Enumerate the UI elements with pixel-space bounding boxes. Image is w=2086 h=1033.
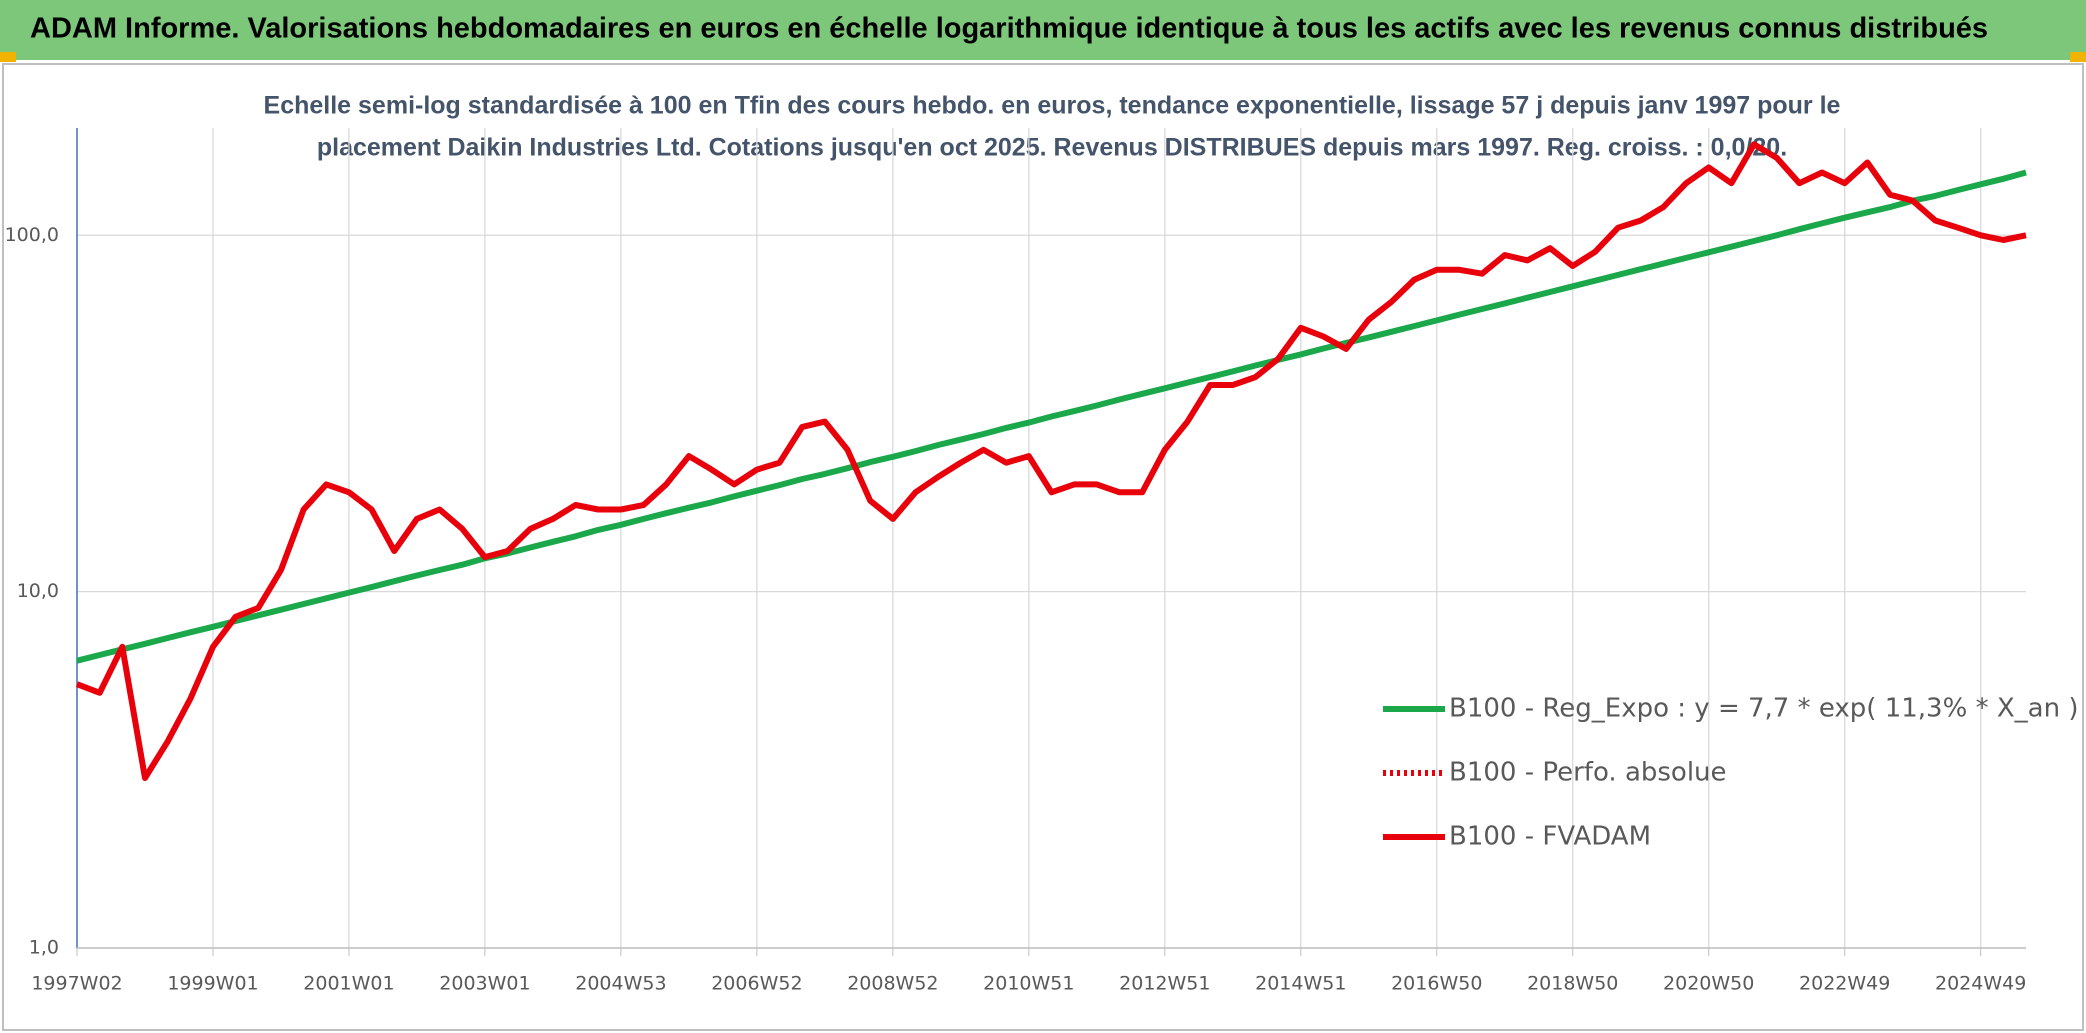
y-tick-label: 1,0 [29, 937, 59, 959]
legend-label: B100 - Reg_Expo : y = 7,7 * exp( 11,3% *… [1449, 694, 2078, 724]
series-line [75, 141, 2027, 781]
x-tick-label: 2010W51 [983, 973, 1074, 995]
x-tick-label: 1999W01 [167, 973, 258, 995]
frame [2, 63, 2084, 1031]
chart-subtitle: placement Daikin Industries Ltd. Cotatio… [317, 134, 1787, 162]
x-tick-label: 2022W49 [1799, 973, 1890, 995]
x-tick-label: 2018W50 [1527, 973, 1618, 995]
x-tick-label: 2012W51 [1119, 973, 1210, 995]
x-tick-label: 2024W49 [1935, 973, 2026, 995]
x-tick-label: 2004W53 [575, 973, 666, 995]
chart-title: ADAM Informe. Valorisations hebdomadaire… [30, 13, 1988, 45]
corner-mark [0, 52, 16, 62]
x-tick-label: 2003W01 [439, 973, 530, 995]
x-tick-label: 2016W50 [1391, 973, 1482, 995]
legend-label: B100 - Perfo. absolue [1449, 758, 1727, 788]
x-tick-label: 2006W52 [711, 973, 802, 995]
x-tick-label: 2020W50 [1663, 973, 1754, 995]
series-line [76, 169, 2027, 664]
chart-subtitle: Echelle semi-log standardisée à 100 en T… [264, 92, 1841, 120]
x-tick-label: 2014W51 [1255, 973, 1346, 995]
header-bar [0, 0, 2086, 60]
y-tick-label: 100,0 [5, 224, 59, 246]
x-tick-label: 1997W02 [31, 973, 122, 995]
legend-label: B100 - FVADAM [1449, 822, 1651, 852]
x-tick-label: 2008W52 [847, 973, 938, 995]
x-tick-label: 2001W01 [303, 973, 394, 995]
y-tick-label: 10,0 [17, 580, 59, 602]
corner-mark [2070, 52, 2086, 62]
